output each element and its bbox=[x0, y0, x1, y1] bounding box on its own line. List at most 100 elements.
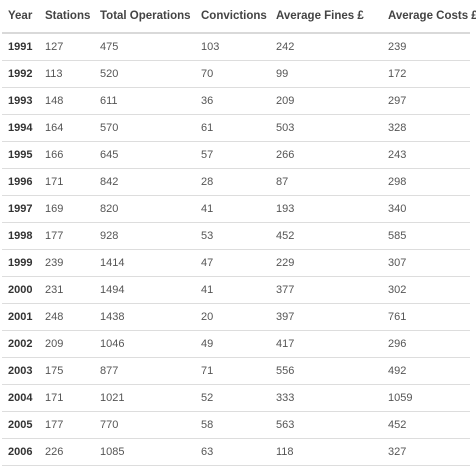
cell-year: 2004 bbox=[2, 384, 39, 412]
cell-stations: 164 bbox=[39, 114, 94, 142]
cell-convictions: 41 bbox=[195, 195, 270, 223]
cell-average-fines: 503 bbox=[270, 114, 382, 142]
cell-stations: 226 bbox=[39, 438, 94, 466]
cell-average-costs: 239 bbox=[382, 33, 470, 61]
header-convictions: Convictions bbox=[195, 0, 270, 34]
cell-convictions: 53 bbox=[195, 222, 270, 250]
cell-year: 1991 bbox=[2, 33, 39, 61]
cell-year: 1994 bbox=[2, 114, 39, 142]
cell-stations: 148 bbox=[39, 87, 94, 115]
cell-total-operations: 1438 bbox=[94, 303, 195, 331]
table-row: 1997 169 820 41 193 340 bbox=[2, 195, 470, 223]
cell-average-fines: 377 bbox=[270, 276, 382, 304]
cell-total-operations: 1046 bbox=[94, 330, 195, 358]
cell-average-costs: 307 bbox=[382, 249, 470, 277]
cell-convictions: 52 bbox=[195, 384, 270, 412]
cell-convictions: 58 bbox=[195, 411, 270, 439]
cell-convictions: 71 bbox=[195, 357, 270, 385]
cell-total-operations: 475 bbox=[94, 33, 195, 61]
cell-convictions: 36 bbox=[195, 87, 270, 115]
cell-average-costs: 340 bbox=[382, 195, 470, 223]
cell-year: 2006 bbox=[2, 438, 39, 466]
cell-average-costs: 172 bbox=[382, 60, 470, 88]
cell-average-fines: 229 bbox=[270, 249, 382, 277]
cell-year: 2001 bbox=[2, 303, 39, 331]
cell-year: 1996 bbox=[2, 168, 39, 196]
table-row: 1996 171 842 28 87 298 bbox=[2, 168, 470, 196]
cell-average-costs: 492 bbox=[382, 357, 470, 385]
cell-stations: 171 bbox=[39, 168, 94, 196]
cell-total-operations: 820 bbox=[94, 195, 195, 223]
cell-average-fines: 266 bbox=[270, 141, 382, 169]
table-header: Year Stations Total Operations Convictio… bbox=[2, 0, 476, 34]
cell-convictions: 41 bbox=[195, 276, 270, 304]
cell-average-fines: 563 bbox=[270, 411, 382, 439]
table-row: 1999 239 1414 47 229 307 bbox=[2, 249, 470, 277]
cell-convictions: 61 bbox=[195, 114, 270, 142]
cell-average-costs: 452 bbox=[382, 411, 470, 439]
table-row: 2006 226 1085 63 118 327 bbox=[2, 438, 470, 466]
cell-stations: 127 bbox=[39, 33, 94, 61]
cell-convictions: 49 bbox=[195, 330, 270, 358]
cell-convictions: 57 bbox=[195, 141, 270, 169]
cell-total-operations: 842 bbox=[94, 168, 195, 196]
header-average-fines: Average Fines £ bbox=[270, 0, 382, 34]
cell-average-fines: 333 bbox=[270, 384, 382, 412]
cell-average-fines: 556 bbox=[270, 357, 382, 385]
table-row: 1998 177 928 53 452 585 bbox=[2, 222, 470, 250]
cell-average-fines: 99 bbox=[270, 60, 382, 88]
cell-stations: 177 bbox=[39, 411, 94, 439]
table-row: 1991 127 475 103 242 239 bbox=[2, 33, 470, 61]
table-row: 2000 231 1494 41 377 302 bbox=[2, 276, 470, 304]
cell-stations: 169 bbox=[39, 195, 94, 223]
table-row: 1994 164 570 61 503 328 bbox=[2, 114, 470, 142]
header-stations: Stations bbox=[39, 0, 94, 34]
cell-stations: 231 bbox=[39, 276, 94, 304]
cell-average-fines: 452 bbox=[270, 222, 382, 250]
cell-year: 2005 bbox=[2, 411, 39, 439]
header-row: Year Stations Total Operations Convictio… bbox=[2, 0, 476, 34]
cell-average-costs: 761 bbox=[382, 303, 470, 331]
cell-stations: 171 bbox=[39, 384, 94, 412]
cell-year: 1992 bbox=[2, 60, 39, 88]
cell-stations: 113 bbox=[39, 60, 94, 88]
cell-total-operations: 877 bbox=[94, 357, 195, 385]
cell-stations: 248 bbox=[39, 303, 94, 331]
cell-average-costs: 328 bbox=[382, 114, 470, 142]
cell-average-fines: 397 bbox=[270, 303, 382, 331]
cell-average-fines: 242 bbox=[270, 33, 382, 61]
cell-average-costs: 585 bbox=[382, 222, 470, 250]
cell-stations: 239 bbox=[39, 249, 94, 277]
header-year: Year bbox=[2, 0, 39, 34]
cell-average-costs: 296 bbox=[382, 330, 470, 358]
cell-total-operations: 520 bbox=[94, 60, 195, 88]
cell-total-operations: 570 bbox=[94, 114, 195, 142]
cell-convictions: 28 bbox=[195, 168, 270, 196]
cell-convictions: 70 bbox=[195, 60, 270, 88]
cell-convictions: 20 bbox=[195, 303, 270, 331]
table-row: 2002 209 1046 49 417 296 bbox=[2, 330, 470, 358]
cell-year: 2002 bbox=[2, 330, 39, 358]
cell-convictions: 47 bbox=[195, 249, 270, 277]
cell-average-costs: 1059 bbox=[382, 384, 470, 412]
cell-stations: 209 bbox=[39, 330, 94, 358]
cell-year: 1993 bbox=[2, 87, 39, 115]
cell-year: 1999 bbox=[2, 249, 39, 277]
table-row: 2003 175 877 71 556 492 bbox=[2, 357, 470, 385]
table-row: 2005 177 770 58 563 452 bbox=[2, 411, 470, 439]
cell-average-costs: 243 bbox=[382, 141, 470, 169]
cell-average-fines: 87 bbox=[270, 168, 382, 196]
cell-convictions: 103 bbox=[195, 33, 270, 61]
cell-year: 1997 bbox=[2, 195, 39, 223]
table-row: 2001 248 1438 20 397 761 bbox=[2, 303, 470, 331]
cell-average-fines: 209 bbox=[270, 87, 382, 115]
cell-year: 1995 bbox=[2, 141, 39, 169]
cell-average-costs: 298 bbox=[382, 168, 470, 196]
cell-stations: 177 bbox=[39, 222, 94, 250]
cell-total-operations: 770 bbox=[94, 411, 195, 439]
cell-total-operations: 1021 bbox=[94, 384, 195, 412]
cell-average-fines: 118 bbox=[270, 438, 382, 466]
cell-total-operations: 1414 bbox=[94, 249, 195, 277]
